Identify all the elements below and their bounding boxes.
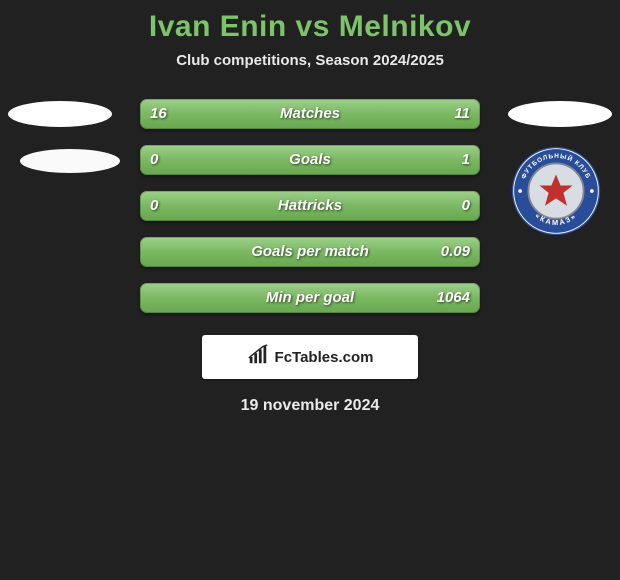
stat-bar: 0 Goals 1 — [140, 145, 480, 175]
stat-label: Hattricks — [140, 191, 480, 221]
stat-right-value: 1 — [452, 145, 480, 175]
stat-right-value: 0.09 — [431, 237, 480, 267]
stat-bar: 0 Hattricks 0 — [140, 191, 480, 221]
generated-date: 19 november 2024 — [0, 397, 620, 415]
stat-row: Min per goal 1064 — [0, 275, 620, 321]
stat-bar: Min per goal 1064 — [140, 283, 480, 313]
stat-bar: 16 Matches 11 — [140, 99, 480, 129]
stat-row: Goals per match 0.09 — [0, 229, 620, 275]
stat-row: 0 Goals 1 — [0, 137, 620, 183]
chart-icon — [247, 344, 269, 370]
stat-right-value: 1064 — [427, 283, 480, 313]
comparison-title: Ivan Enin vs Melnikov — [0, 10, 620, 44]
stat-row: 16 Matches 11 — [0, 91, 620, 137]
stat-row: 0 Hattricks 0 — [0, 183, 620, 229]
stat-label: Goals per match — [140, 237, 480, 267]
stat-right-value: 0 — [452, 191, 480, 221]
fctables-attribution[interactable]: FcTables.com — [202, 335, 418, 379]
stat-bar: Goals per match 0.09 — [140, 237, 480, 267]
fctables-label: FcTables.com — [275, 349, 374, 366]
stat-right-value: 11 — [444, 99, 480, 129]
comparison-subtitle: Club competitions, Season 2024/2025 — [0, 52, 620, 69]
stats-section: ФУТБОЛЬНЫЙ КЛУБ «КАМАЗ» 16 Matches 11 0 … — [0, 91, 620, 321]
stat-label: Matches — [140, 99, 480, 129]
stat-label: Goals — [140, 145, 480, 175]
